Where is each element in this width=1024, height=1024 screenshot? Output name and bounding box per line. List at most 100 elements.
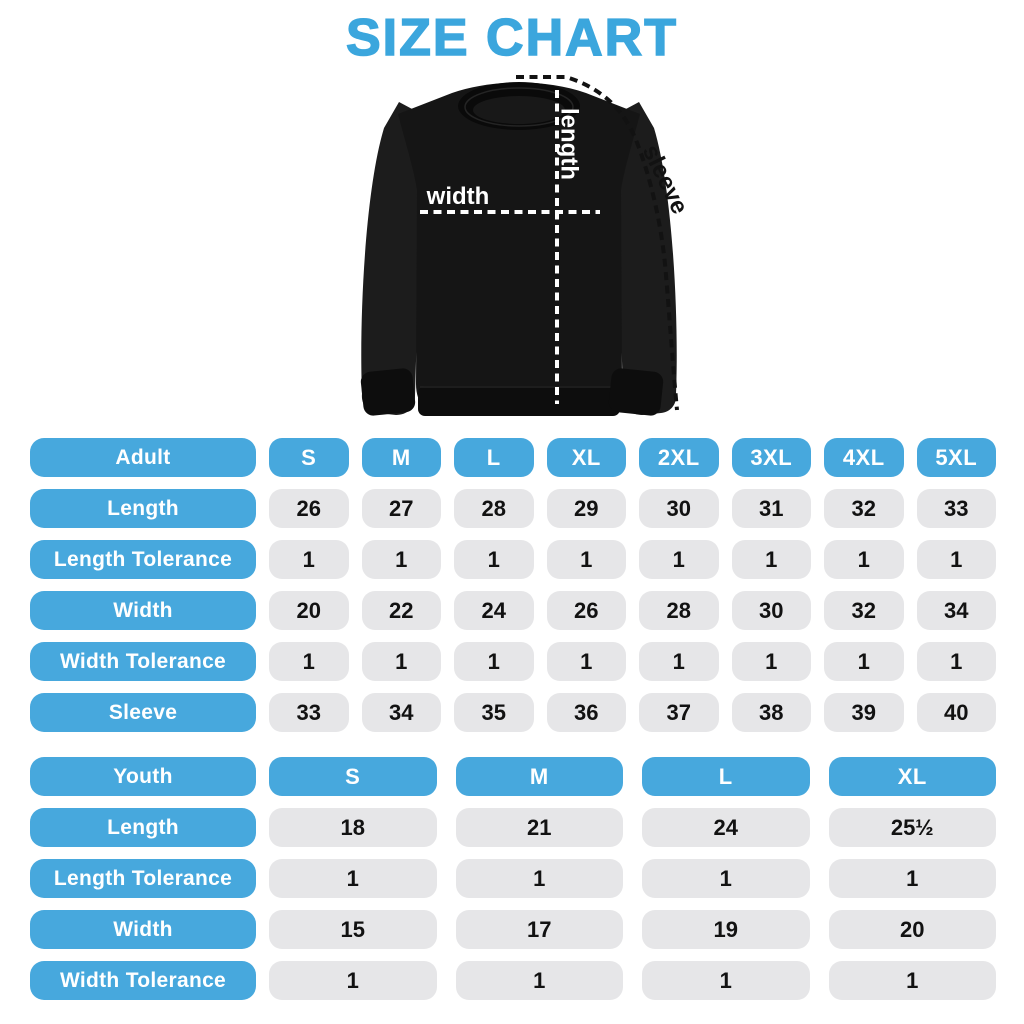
value-cell: 1: [361, 642, 441, 681]
sweatshirt-measurement-diagram: width length sleeve: [302, 66, 722, 438]
size-header-cell: 5XL: [916, 438, 996, 477]
value-cell: 1: [269, 859, 437, 898]
row-label: Width: [30, 591, 256, 630]
page-title: SIZE CHART: [345, 9, 678, 67]
row-label: Length: [30, 489, 256, 528]
value-cell: 19: [642, 910, 810, 949]
value-cell: 33: [916, 489, 996, 528]
value-cell: 34: [916, 591, 996, 630]
value-cell: 24: [454, 591, 534, 630]
value-cell: 1: [824, 540, 904, 579]
value-cell: 31: [731, 489, 811, 528]
value-cell: 1: [455, 859, 623, 898]
table-row: Width 20 22 24 26 28 30 32 34: [30, 591, 996, 630]
value-cell: 32: [824, 591, 904, 630]
size-header-cell: S: [269, 757, 437, 796]
value-cell: 1: [455, 961, 623, 1000]
row-label: Sleeve: [30, 693, 256, 732]
value-cell: 30: [731, 591, 811, 630]
value-cell: 29: [546, 489, 626, 528]
value-cell: 40: [916, 693, 996, 732]
value-cell: 1: [731, 540, 811, 579]
value-cell: 1: [546, 540, 626, 579]
row-label: Width Tolerance: [30, 642, 256, 681]
shirt-hem-band: [418, 386, 620, 416]
value-cell: 20: [269, 591, 349, 630]
value-cell: 24: [642, 808, 810, 847]
shirt-left-cuff: [360, 368, 416, 416]
value-cell: 1: [546, 642, 626, 681]
size-header-cell: M: [361, 438, 441, 477]
youth-header-label: Youth: [30, 757, 256, 796]
value-cell: 1: [454, 642, 534, 681]
value-cell: 30: [639, 489, 719, 528]
table-row: Width 15 17 19 20: [30, 910, 996, 949]
value-cell: 25½: [828, 808, 996, 847]
value-cell: 17: [455, 910, 623, 949]
size-header-cell: 4XL: [824, 438, 904, 477]
value-cell: 37: [639, 693, 719, 732]
value-cell: 1: [642, 859, 810, 898]
value-cells: 33 34 35 36 37 38 39 40: [269, 693, 996, 732]
value-cell: 28: [454, 489, 534, 528]
size-header-cell: L: [454, 438, 534, 477]
size-tables: Adult S M L XL 2XL 3XL 4XL 5XL Length 26 27 28 29 30 31…: [0, 438, 1024, 1000]
value-cell: 1: [269, 961, 437, 1000]
size-header-cell: 3XL: [731, 438, 811, 477]
table-row: Length Tolerance 1 1 1 1 1 1 1 1: [30, 540, 996, 579]
shirt-collar-inner: [473, 96, 565, 124]
row-label: Length Tolerance: [30, 859, 256, 898]
row-label: Length: [30, 808, 256, 847]
youth-size-header-cells: S M L XL: [269, 757, 996, 796]
row-label: Width Tolerance: [30, 961, 256, 1000]
value-cell: 26: [546, 591, 626, 630]
value-cell: 1: [916, 540, 996, 579]
row-label: Length Tolerance: [30, 540, 256, 579]
value-cell: 38: [731, 693, 811, 732]
row-label: Width: [30, 910, 256, 949]
value-cell: 1: [828, 961, 996, 1000]
value-cell: 18: [269, 808, 437, 847]
shirt-collar-seam: [464, 87, 574, 127]
size-header-cell: XL: [546, 438, 626, 477]
value-cell: 1: [916, 642, 996, 681]
value-cell: 39: [824, 693, 904, 732]
value-cell: 1: [454, 540, 534, 579]
size-header-cell: 2XL: [639, 438, 719, 477]
shirt-right-cuff: [608, 368, 664, 416]
value-cell: 36: [546, 693, 626, 732]
value-cell: 1: [269, 642, 349, 681]
size-header-cell: S: [269, 438, 349, 477]
youth-size-table: Youth S M L XL Length 18 21 24 25½ Length Toleranc…: [30, 757, 996, 1000]
sweatshirt-illustration: width length sleeve: [360, 75, 693, 416]
value-cell: 20: [828, 910, 996, 949]
value-cell: 15: [269, 910, 437, 949]
youth-header-row: Youth S M L XL: [30, 757, 996, 796]
value-cell: 1: [824, 642, 904, 681]
adult-size-header-cells: S M L XL 2XL 3XL 4XL 5XL: [269, 438, 996, 477]
value-cell: 22: [361, 591, 441, 630]
value-cell: 33: [269, 693, 349, 732]
value-cell: 32: [824, 489, 904, 528]
value-cell: 1: [639, 642, 719, 681]
value-cell: 27: [361, 489, 441, 528]
value-cell: 1: [731, 642, 811, 681]
table-row: Width Tolerance 1 1 1 1 1 1 1 1: [30, 642, 996, 681]
value-cell: 28: [639, 591, 719, 630]
value-cell: 21: [455, 808, 623, 847]
value-cell: 35: [454, 693, 534, 732]
value-cell: 1: [269, 540, 349, 579]
value-cell: 1: [828, 859, 996, 898]
value-cell: 1: [642, 961, 810, 1000]
adult-header-label: Adult: [30, 438, 256, 477]
table-row: Width Tolerance 1 1 1 1: [30, 961, 996, 1000]
adult-header-row: Adult S M L XL 2XL 3XL 4XL 5XL: [30, 438, 996, 477]
value-cell: 26: [269, 489, 349, 528]
table-row: Length 18 21 24 25½: [30, 808, 996, 847]
width-label: width: [426, 183, 490, 210]
table-row: Length Tolerance 1 1 1 1: [30, 859, 996, 898]
